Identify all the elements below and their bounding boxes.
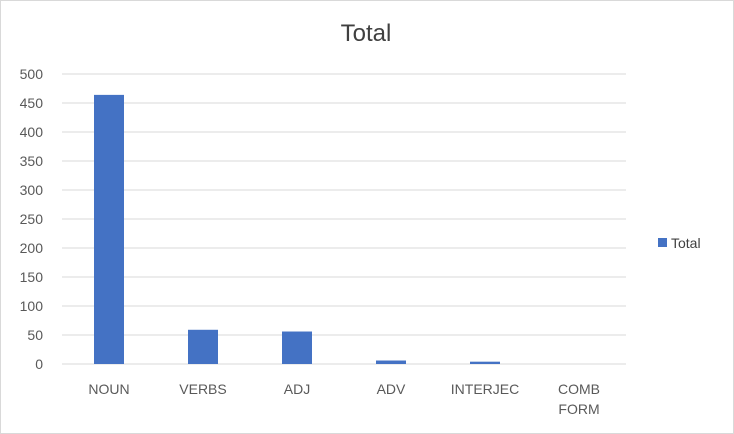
x-tick-label: NOUN <box>88 381 129 397</box>
y-tick-label: 450 <box>20 95 44 111</box>
x-axis-ticks: NOUN VERBS ADJ ADV INTERJEC COMB FORM <box>88 381 600 417</box>
y-tick-label: 150 <box>20 269 44 285</box>
x-tick-label: INTERJEC <box>451 381 519 397</box>
y-tick-label: 250 <box>20 211 44 227</box>
bar-noun <box>94 94 124 364</box>
x-tick-label: ADV <box>377 381 406 397</box>
y-tick-label: 500 <box>20 66 44 82</box>
y-tick-label: 300 <box>20 182 44 198</box>
y-axis-ticks: 0 50 100 150 200 250 300 350 400 450 500 <box>20 66 44 372</box>
bar-adv <box>376 360 406 364</box>
y-tick-label: 0 <box>35 356 43 372</box>
bar-interjec <box>470 361 500 364</box>
legend-label-total: Total <box>671 235 701 251</box>
bars <box>94 94 500 364</box>
legend: Total <box>658 235 701 251</box>
gridlines <box>62 73 626 365</box>
x-tick-label: ADJ <box>284 381 310 397</box>
x-tick-label: VERBS <box>179 381 226 397</box>
y-tick-label: 400 <box>20 124 44 140</box>
legend-swatch-total <box>658 238 667 247</box>
bar-verbs <box>188 329 218 364</box>
y-tick-label: 350 <box>20 153 44 169</box>
chart-title: Total <box>341 20 392 47</box>
x-tick-label: COMB FORM <box>558 381 600 417</box>
y-tick-label: 200 <box>20 240 44 256</box>
bar-adj <box>282 331 312 364</box>
y-tick-label: 100 <box>20 298 44 314</box>
y-tick-label: 50 <box>27 327 43 343</box>
